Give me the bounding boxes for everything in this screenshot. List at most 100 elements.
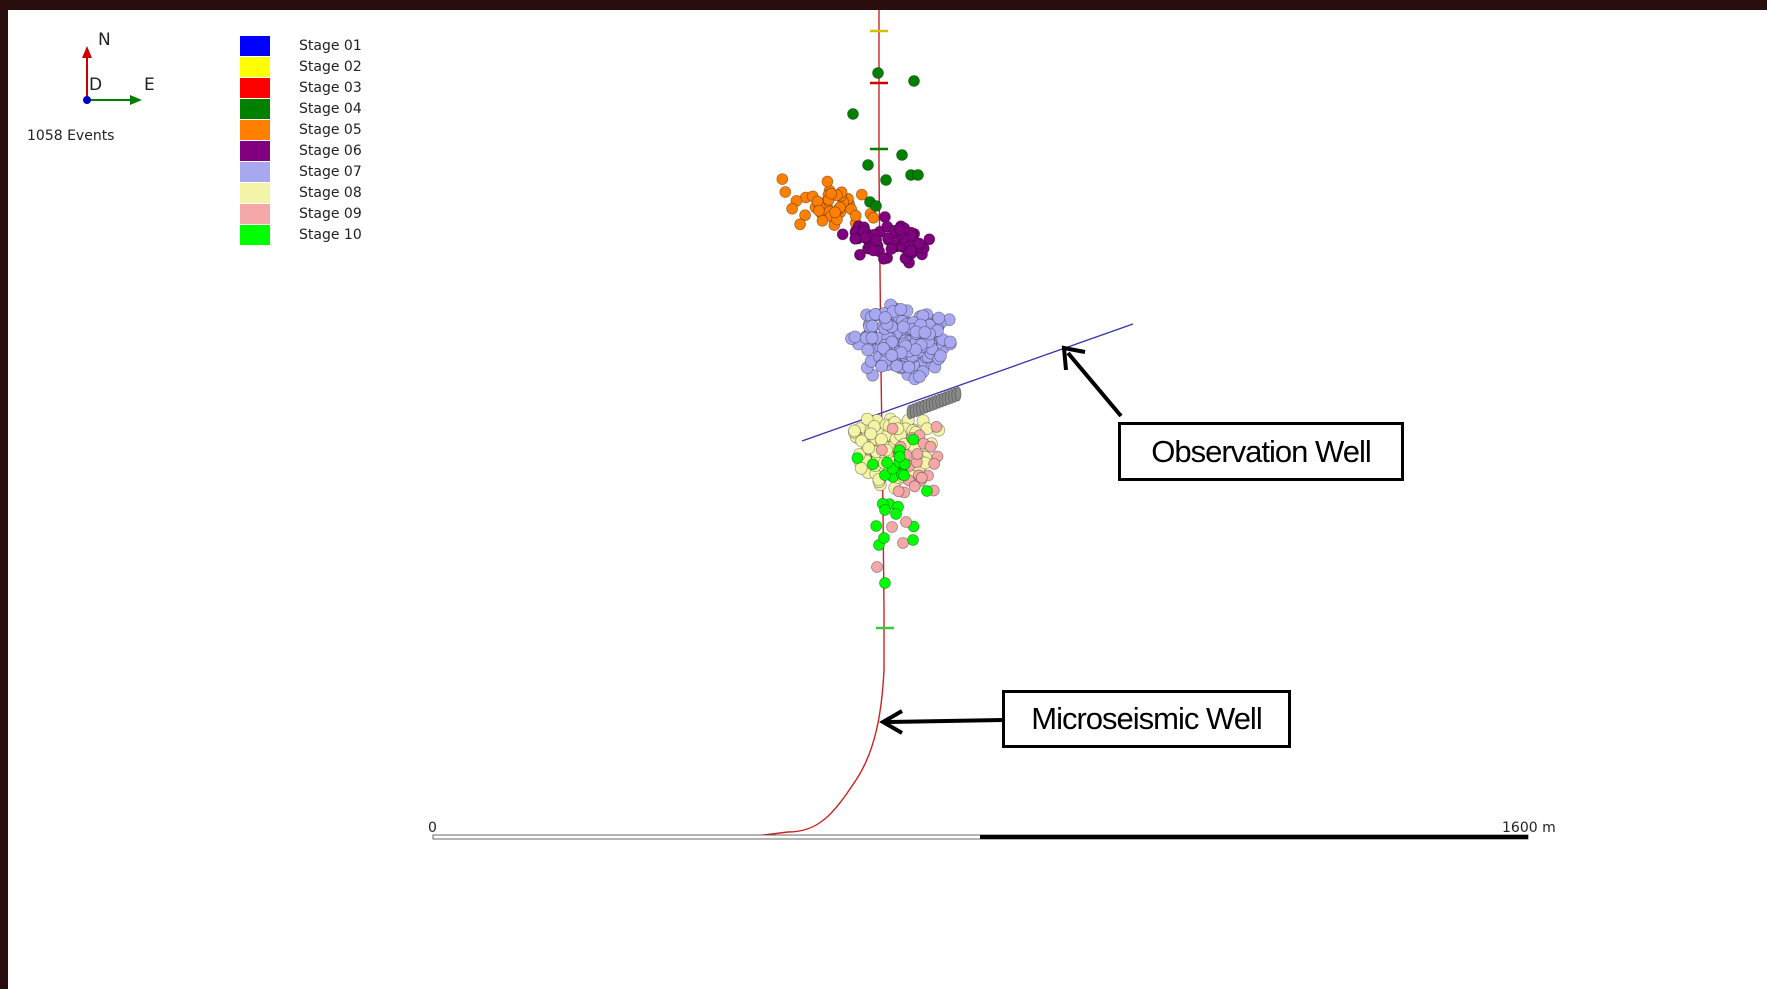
event-marker	[849, 209, 862, 222]
event-marker	[821, 175, 834, 188]
event-marker	[867, 458, 879, 471]
event-marker	[872, 67, 884, 79]
event-marker	[875, 444, 888, 456]
legend-swatch	[240, 120, 270, 140]
legend-swatch	[240, 99, 270, 119]
legend-swatch	[240, 183, 270, 203]
event-marker	[865, 331, 879, 345]
event-marker	[897, 537, 909, 549]
event-marker	[848, 330, 862, 344]
legend-swatch	[240, 141, 270, 161]
event-marker	[836, 228, 849, 241]
event-marker	[854, 248, 866, 261]
event-marker	[879, 211, 891, 223]
map-canvas[interactable]: N E D 1058 Events Stage 01 Stage 02 Stage …	[8, 10, 1767, 989]
event-marker	[786, 202, 798, 215]
legend-swatch	[240, 57, 270, 77]
event-marker	[813, 204, 825, 217]
event-marker	[882, 232, 894, 244]
event-marker	[913, 370, 926, 384]
event-marker	[923, 233, 936, 246]
event-marker	[848, 424, 861, 438]
event-marker	[776, 173, 789, 186]
event-marker	[930, 420, 943, 433]
event-marker	[893, 450, 906, 463]
event-marker	[905, 244, 917, 257]
event-marker	[870, 234, 883, 246]
event-marker	[934, 349, 947, 363]
event-marker	[907, 534, 919, 546]
legend-label: Stage 04	[299, 101, 362, 117]
event-marker	[861, 343, 875, 357]
legend-label: Stage 02	[299, 59, 362, 75]
event-marker	[921, 485, 933, 497]
scale-bar: 0 1600 m	[428, 820, 1556, 840]
observation-well-callout: Observation Well	[1118, 422, 1404, 481]
event-marker	[918, 326, 932, 339]
event-marker	[932, 311, 946, 325]
event-marker	[881, 456, 893, 469]
event-marker	[894, 302, 908, 316]
legend-label: Stage 09	[299, 206, 362, 222]
event-marker	[885, 243, 898, 255]
observation-receivers	[906, 386, 962, 420]
microseismic-events	[776, 67, 957, 589]
event-marker	[897, 320, 910, 334]
scale-start-label: 0	[428, 820, 437, 836]
event-marker	[829, 206, 841, 219]
north-arrow-icon	[82, 46, 92, 58]
event-marker	[799, 209, 811, 222]
microseismic-well-callout: Microseismic Well	[1002, 690, 1291, 748]
event-marker	[855, 188, 868, 201]
event-marker	[816, 214, 829, 227]
event-marker	[859, 231, 872, 244]
compass: N E D	[82, 30, 155, 105]
legend-swatch	[240, 204, 270, 224]
legend-swatch	[240, 162, 270, 182]
event-marker	[886, 422, 899, 435]
event-marker	[892, 485, 905, 498]
event-marker	[885, 348, 899, 362]
event-marker	[877, 252, 890, 265]
event-marker	[877, 341, 890, 355]
event-marker	[890, 508, 902, 520]
event-marker	[878, 311, 892, 325]
event-marker	[928, 457, 941, 470]
event-marker	[779, 186, 792, 198]
event-marker	[875, 433, 888, 446]
scale-bar-fill	[980, 835, 1528, 839]
compass-east-label: E	[144, 75, 155, 95]
legend-swatch	[240, 225, 270, 245]
legend-label: Stage 07	[299, 164, 362, 180]
event-marker	[912, 169, 924, 181]
scale-end-label: 1600 m	[1502, 820, 1556, 836]
event-marker	[911, 448, 924, 460]
event-marker	[854, 461, 868, 475]
event-marker	[915, 471, 928, 484]
stage-ticks	[870, 29, 894, 630]
event-marker	[849, 232, 862, 245]
microseismic-callout-arrow	[879, 709, 1004, 735]
event-marker	[890, 359, 904, 373]
event-marker	[907, 433, 920, 446]
event-marker	[893, 223, 906, 236]
event-count-label: 1058 Events	[27, 128, 114, 144]
arrow-head-icon	[879, 709, 904, 735]
observation-well-trace	[801, 323, 1134, 442]
microseismic-well-trace	[755, 10, 885, 837]
event-marker	[794, 218, 806, 231]
event-marker	[913, 237, 925, 250]
microseismic-well-label: Microseismic Well	[1031, 701, 1262, 736]
event-marker	[867, 211, 880, 224]
event-marker	[862, 441, 875, 455]
observation-well-label: Observation Well	[1151, 433, 1371, 469]
event-marker	[924, 440, 937, 453]
receiver-marker	[954, 386, 962, 402]
event-marker	[908, 75, 920, 87]
event-marker	[825, 187, 838, 200]
event-marker	[864, 427, 878, 441]
legend-swatch	[240, 36, 270, 56]
event-marker	[885, 335, 899, 349]
compass-north-label: N	[98, 30, 111, 50]
